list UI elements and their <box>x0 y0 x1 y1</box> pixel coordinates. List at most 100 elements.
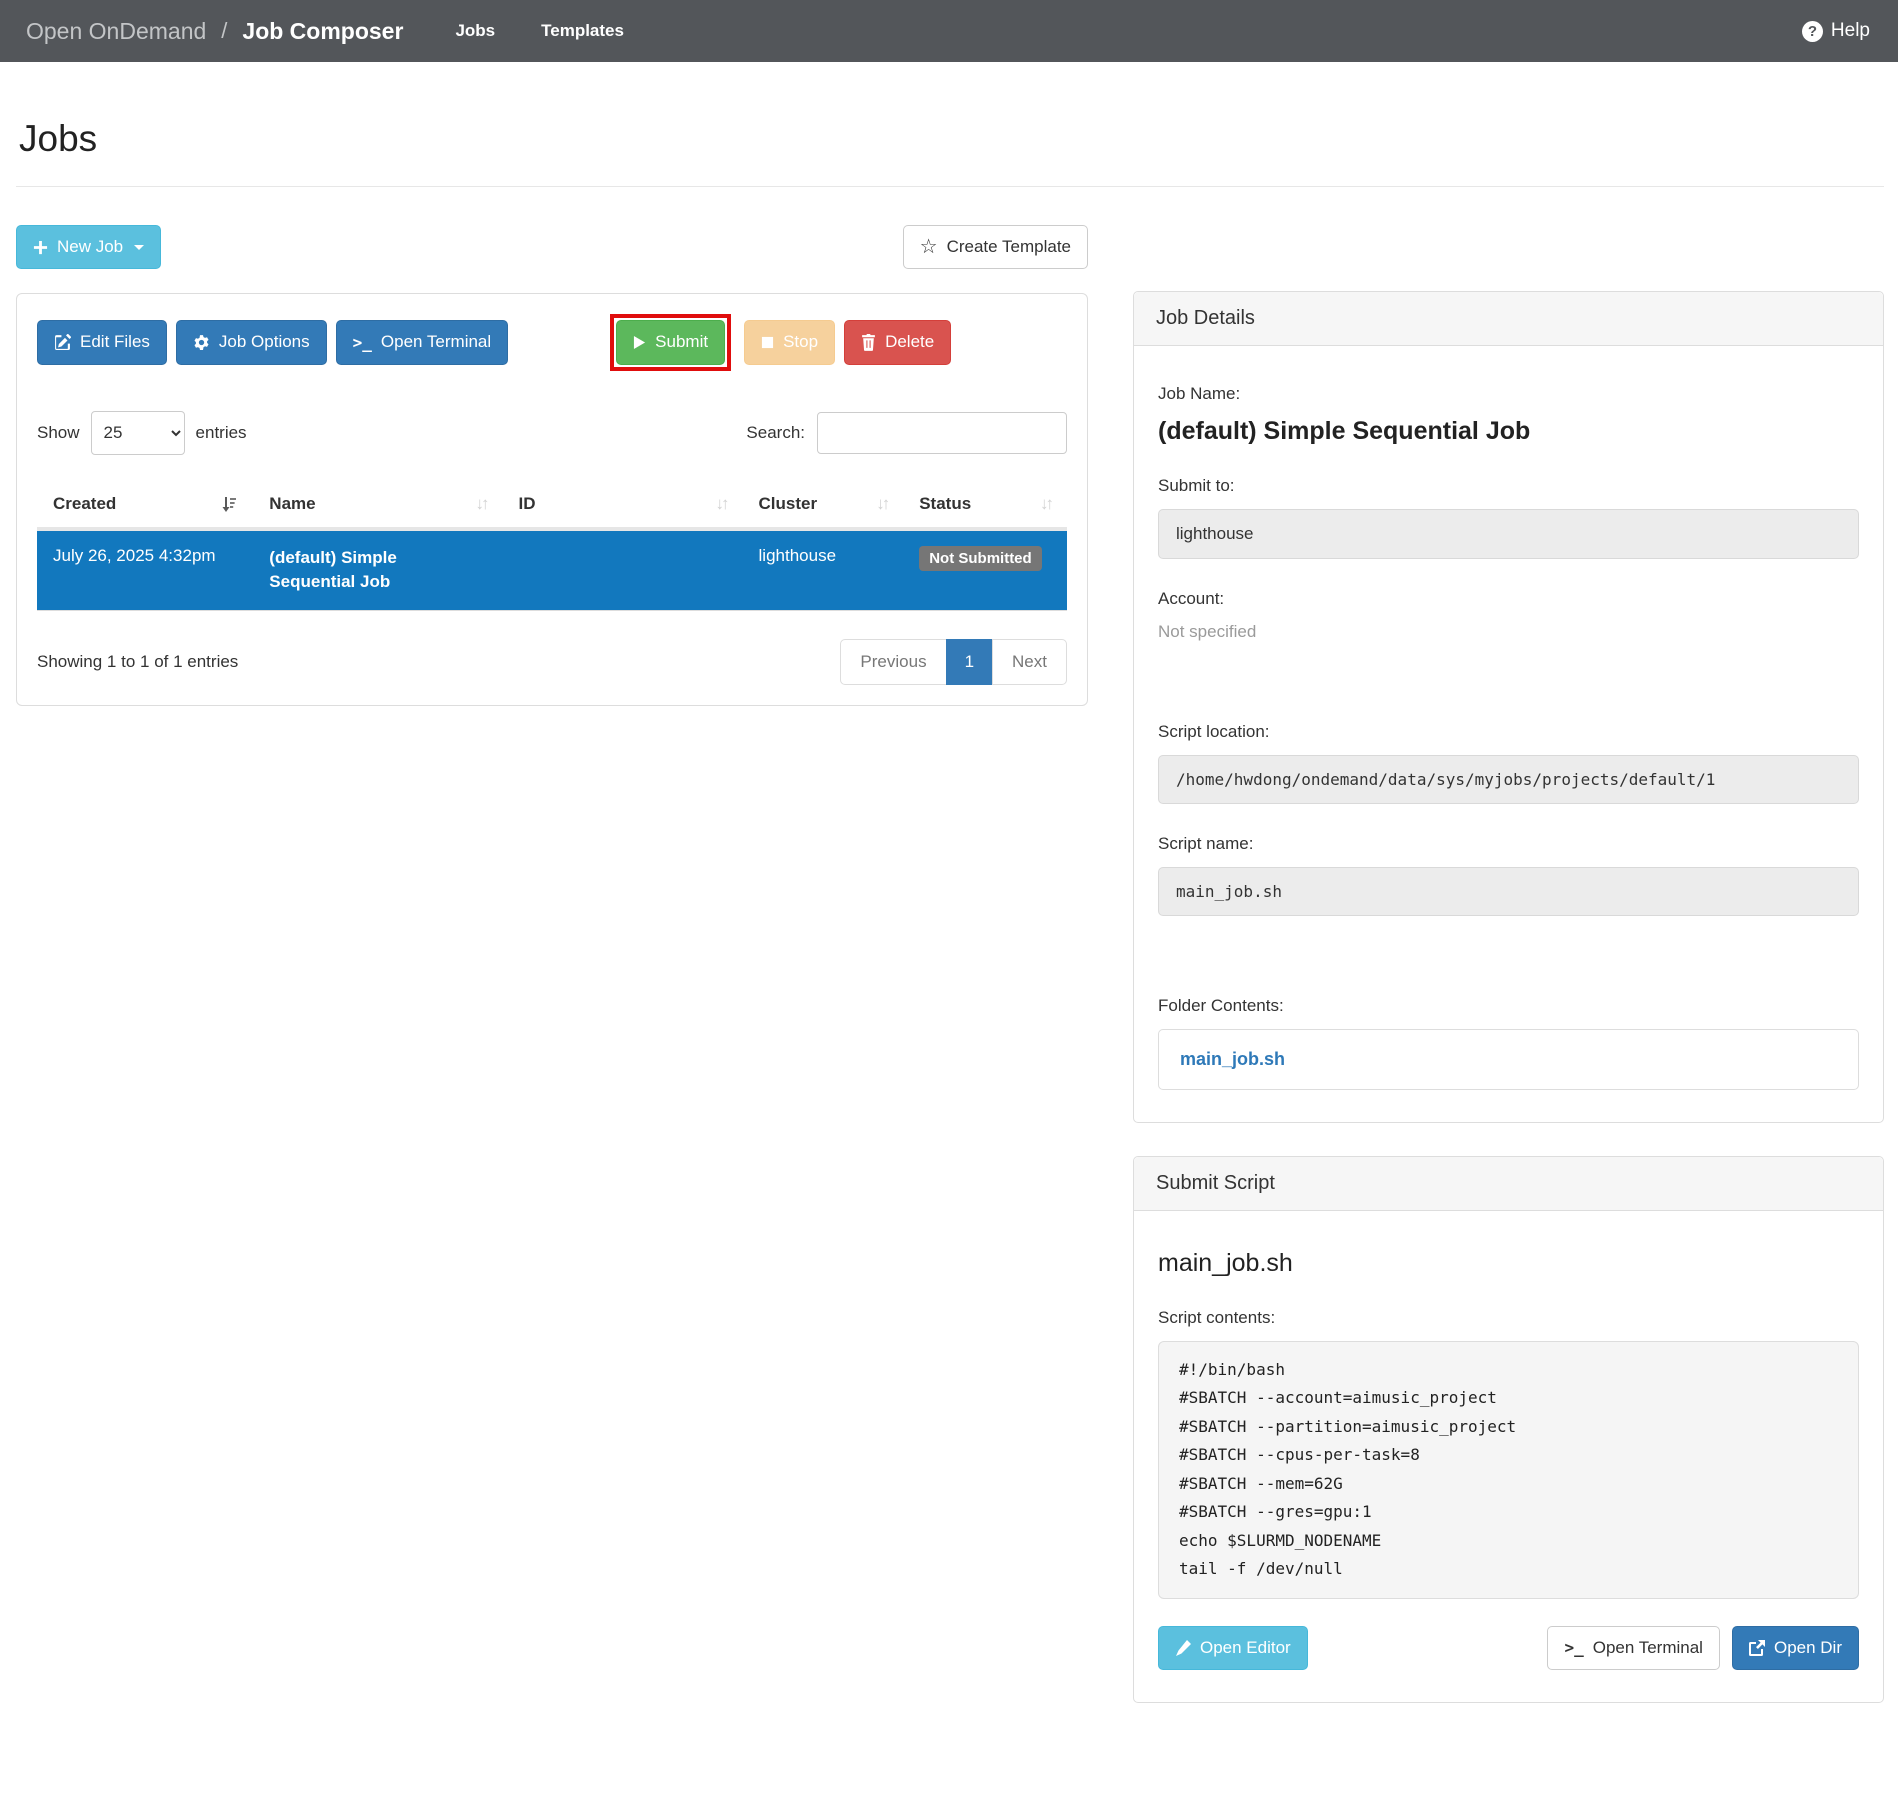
brand-open-ondemand[interactable]: Open OnDemand <box>26 17 207 44</box>
nav-link-jobs[interactable]: Jobs <box>455 21 496 40</box>
submit-script-panel-title: Submit Script <box>1134 1157 1883 1211</box>
delete-label: Delete <box>885 332 935 352</box>
sort-both-icon[interactable]: ↓↑ <box>1040 493 1054 513</box>
open-editor-label: Open Editor <box>1200 1637 1291 1657</box>
open-editor-button[interactable]: Open Editor <box>1158 1625 1308 1671</box>
entries-summary: Showing 1 to 1 of 1 entries <box>37 652 239 672</box>
new-job-button[interactable]: New Job <box>16 225 162 270</box>
job-options-button[interactable]: Job Options <box>175 320 327 365</box>
column-header-created[interactable]: Created <box>37 480 254 531</box>
cell-created: July 26, 2025 4:32pm <box>53 545 216 565</box>
table-row-selected[interactable]: July 26, 2025 4:32pm (default) Simple Se… <box>37 528 1067 611</box>
breadcrumb-separator: / <box>221 18 228 43</box>
search-label: Search: <box>746 422 805 442</box>
new-job-label: New Job <box>57 237 124 256</box>
cell-id <box>503 529 743 611</box>
cell-status: Not Submitted <box>903 529 1067 611</box>
stop-square-icon <box>762 337 774 349</box>
page-title: Jobs <box>19 118 98 159</box>
script-location-value: /home/hwdong/ondemand/data/sys/myjobs/pr… <box>1158 755 1859 804</box>
submit-script-panel: Submit Script main_job.sh Script content… <box>1133 1156 1884 1704</box>
show-label: Show <box>37 422 80 442</box>
stop-button[interactable]: Stop <box>744 320 836 365</box>
star-icon: ☆ <box>919 236 938 259</box>
script-contents-label: Script contents: <box>1158 1308 1276 1327</box>
app-title-job-composer[interactable]: Job Composer <box>242 17 404 44</box>
sort-both-icon[interactable]: ↓↑ <box>715 493 730 513</box>
column-label: Created <box>53 493 117 513</box>
folder-contents-label: Folder Contents: <box>1158 996 1284 1015</box>
column-label: ID <box>518 493 536 513</box>
job-options-label: Job Options <box>218 332 310 352</box>
column-header-status[interactable]: Status ↓↑ <box>903 480 1067 531</box>
pagination-next[interactable]: Next <box>992 639 1067 686</box>
submit-highlight-frame: Submit <box>610 314 732 371</box>
script-contents-box: #!/bin/bash #SBATCH --account=aimusic_pr… <box>1158 1341 1859 1599</box>
submit-to-value: lighthouse <box>1158 509 1859 559</box>
create-template-button[interactable]: ☆ Create Template <box>902 225 1088 270</box>
column-label: Name <box>269 493 316 513</box>
job-details-panel: Job Details Job Name: (default) Simple S… <box>1133 291 1884 1123</box>
play-icon <box>634 336 646 350</box>
folder-file-link[interactable]: main_job.sh <box>1180 1049 1286 1069</box>
jobs-table: Created Name ↓↑ <box>37 480 1067 611</box>
submit-label: Submit <box>655 332 709 352</box>
pencil-icon <box>1176 1639 1191 1656</box>
script-name-label: Script name: <box>1158 834 1254 853</box>
terminal-icon: >_ <box>352 332 372 352</box>
submit-button[interactable]: Submit <box>616 320 726 365</box>
column-header-id[interactable]: ID ↓↑ <box>502 480 743 531</box>
script-contents: #!/bin/bash #SBATCH --account=aimusic_pr… <box>1179 1360 1517 1579</box>
open-terminal-bottom-button[interactable]: >_ Open Terminal <box>1547 1625 1720 1671</box>
open-dir-icon <box>1748 1639 1765 1656</box>
script-location-label: Script location: <box>1158 722 1270 741</box>
edit-icon <box>55 334 71 351</box>
folder-contents-box: main_job.sh <box>1158 1029 1859 1090</box>
plus-icon <box>33 240 48 254</box>
sort-both-icon[interactable]: ↓↑ <box>876 493 890 513</box>
script-file-name: main_job.sh <box>1158 1249 1293 1277</box>
job-name-label: Job Name: <box>1158 384 1241 403</box>
account-value: Not specified <box>1158 622 1257 641</box>
search-input[interactable] <box>817 411 1067 454</box>
script-name-value: main_job.sh <box>1158 867 1859 916</box>
open-terminal-button[interactable]: >_ Open Terminal <box>335 320 509 365</box>
pagination-previous[interactable]: Previous <box>840 639 947 686</box>
open-terminal-bottom-label: Open Terminal <box>1592 1637 1703 1657</box>
jobs-card: Edit Files Job Options >_ Open Terminal … <box>16 293 1088 707</box>
open-dir-label: Open Dir <box>1773 1637 1842 1657</box>
caret-down-icon <box>134 244 145 250</box>
top-navbar: Open OnDemand / Job Composer Jobs Templa… <box>0 0 1898 62</box>
column-label: Cluster <box>758 493 818 513</box>
open-terminal-label: Open Terminal <box>380 332 492 352</box>
terminal-icon: >_ <box>1564 1637 1584 1657</box>
sort-desc-icon[interactable] <box>221 496 237 512</box>
entries-label: entries <box>195 422 247 442</box>
help-label: Help <box>1830 20 1870 41</box>
nav-link-templates[interactable]: Templates <box>541 21 624 40</box>
pagination-page-1[interactable]: 1 <box>945 639 994 686</box>
submit-to-label: Submit to: <box>1158 476 1235 495</box>
column-header-name[interactable]: Name ↓↑ <box>253 480 503 531</box>
column-header-cluster[interactable]: Cluster ↓↑ <box>742 480 904 531</box>
cell-cluster: lighthouse <box>758 545 837 565</box>
gear-icon <box>194 335 209 351</box>
stop-label: Stop <box>783 332 819 352</box>
trash-icon <box>862 334 875 351</box>
open-dir-button[interactable]: Open Dir <box>1731 1625 1859 1671</box>
cell-name: (default) Simple Sequential Job <box>269 547 397 592</box>
pagination: Previous 1 Next <box>840 639 1067 686</box>
account-label: Account: <box>1158 589 1225 608</box>
job-details-panel-title: Job Details <box>1134 292 1883 346</box>
edit-files-button[interactable]: Edit Files <box>37 320 167 365</box>
status-badge: Not Submitted <box>919 545 1042 571</box>
sort-both-icon[interactable]: ↓↑ <box>475 493 490 513</box>
job-name-value: (default) Simple Sequential Job <box>1158 417 1531 445</box>
page-length-select[interactable]: 25 <box>90 410 185 455</box>
delete-button[interactable]: Delete <box>844 320 952 365</box>
help-button[interactable]: ? Help <box>1801 20 1870 42</box>
create-template-label: Create Template <box>946 237 1071 256</box>
edit-files-label: Edit Files <box>80 332 150 352</box>
question-circle-icon: ? <box>1801 20 1823 42</box>
title-divider <box>16 186 1884 187</box>
